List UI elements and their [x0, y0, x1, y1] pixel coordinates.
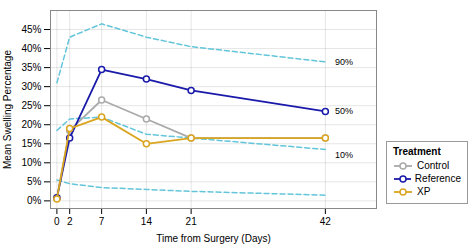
svg-text:90%: 90%: [335, 57, 353, 67]
svg-text:45%: 45%: [21, 24, 41, 35]
svg-text:7: 7: [99, 216, 105, 227]
svg-text:21: 21: [186, 216, 198, 227]
svg-text:10%: 10%: [21, 157, 41, 168]
svg-text:25%: 25%: [21, 100, 41, 111]
svg-text:20%: 20%: [21, 119, 41, 130]
svg-text:15%: 15%: [21, 138, 41, 149]
html-text:Reference: Reference: [414, 173, 461, 184]
svg-text:Time from Surgery (Days): Time from Surgery (Days): [156, 233, 271, 244]
svg-text:Mean Swelling Percentage: Mean Swelling Percentage: [2, 50, 13, 169]
svg-text:2: 2: [67, 216, 73, 227]
svg-text:0%: 0%: [27, 195, 42, 206]
html-text:Treatment: Treatment: [393, 146, 441, 157]
svg-text:40%: 40%: [21, 43, 41, 54]
svg-text:30%: 30%: [21, 81, 41, 92]
svg-text:50%: 50%: [335, 106, 353, 116]
html-text:XP: XP: [417, 186, 431, 197]
svg-text:35%: 35%: [21, 62, 41, 73]
html-text:Control: Control: [417, 160, 450, 171]
svg-text:10%: 10%: [335, 150, 353, 160]
svg-text:14: 14: [141, 216, 153, 227]
svg-text:5%: 5%: [27, 176, 42, 187]
svg-text:0: 0: [54, 216, 60, 227]
svg-text:42: 42: [320, 216, 332, 227]
